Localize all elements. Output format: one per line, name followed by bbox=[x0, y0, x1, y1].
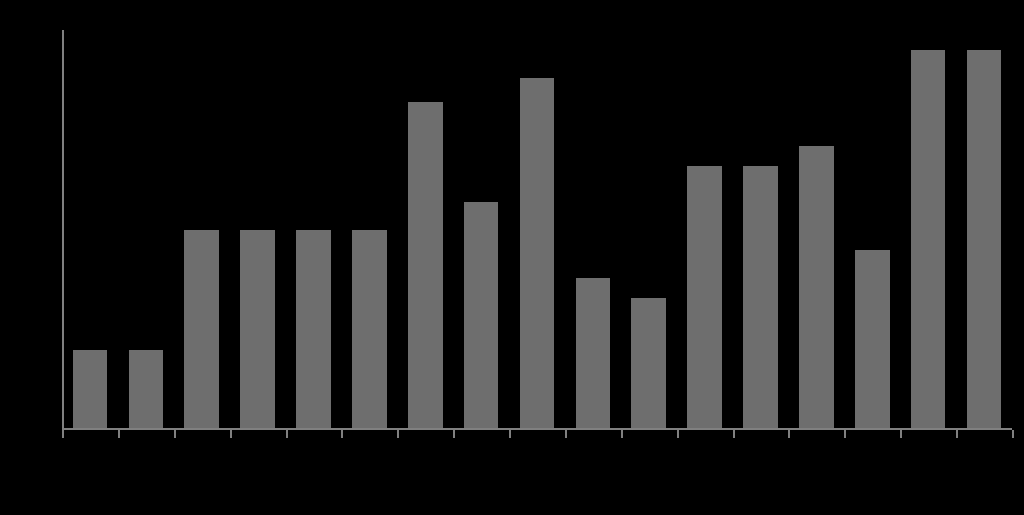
plot-area bbox=[62, 30, 1012, 430]
bar bbox=[855, 250, 890, 430]
bar bbox=[799, 146, 834, 430]
x-tick bbox=[844, 430, 846, 438]
bar bbox=[520, 78, 555, 430]
x-axis bbox=[62, 428, 1012, 430]
bar bbox=[464, 202, 499, 430]
bar bbox=[967, 50, 1002, 430]
y-axis bbox=[62, 30, 64, 430]
bar bbox=[129, 350, 164, 430]
bar bbox=[687, 166, 722, 430]
x-tick bbox=[118, 430, 120, 438]
x-tick bbox=[397, 430, 399, 438]
x-tick bbox=[230, 430, 232, 438]
bar bbox=[408, 102, 443, 430]
bar-chart bbox=[0, 0, 1024, 515]
bar bbox=[296, 230, 331, 430]
bar bbox=[73, 350, 108, 430]
bar bbox=[240, 230, 275, 430]
bar bbox=[911, 50, 946, 430]
x-tick bbox=[174, 430, 176, 438]
bar bbox=[184, 230, 219, 430]
bar bbox=[631, 298, 666, 430]
x-tick bbox=[286, 430, 288, 438]
x-tick bbox=[565, 430, 567, 438]
x-tick bbox=[1012, 430, 1014, 438]
bar bbox=[576, 278, 611, 430]
bar bbox=[352, 230, 387, 430]
x-tick bbox=[677, 430, 679, 438]
x-tick bbox=[621, 430, 623, 438]
x-tick bbox=[509, 430, 511, 438]
x-tick bbox=[341, 430, 343, 438]
x-tick bbox=[733, 430, 735, 438]
bar bbox=[743, 166, 778, 430]
x-tick bbox=[62, 430, 64, 438]
x-tick bbox=[900, 430, 902, 438]
x-tick bbox=[788, 430, 790, 438]
x-tick bbox=[453, 430, 455, 438]
x-tick bbox=[956, 430, 958, 438]
bars-group bbox=[62, 30, 1012, 430]
